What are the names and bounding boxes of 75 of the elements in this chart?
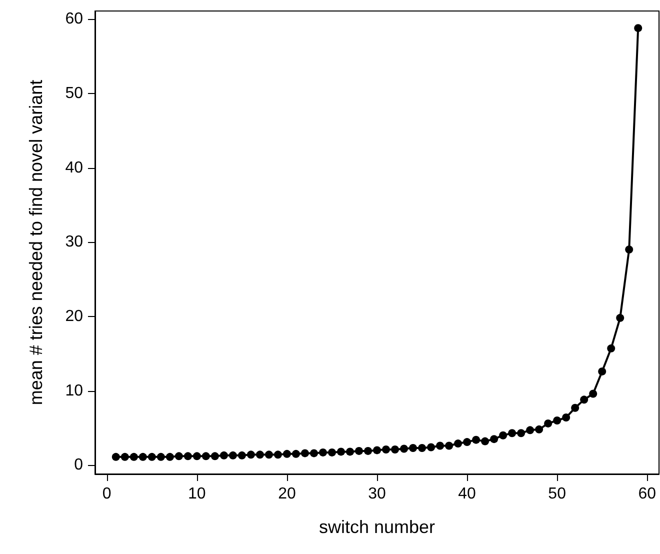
point bbox=[355, 446, 363, 455]
point bbox=[220, 451, 228, 460]
point bbox=[391, 445, 400, 454]
point bbox=[130, 452, 138, 461]
point bbox=[418, 444, 426, 452]
point bbox=[292, 450, 300, 458]
point bbox=[553, 416, 562, 424]
y-tick-label: 60 bbox=[65, 10, 84, 28]
x-tick-label: 20 bbox=[278, 486, 296, 502]
x-tick-label: 0 bbox=[102, 486, 112, 502]
y-tick-label: 40 bbox=[65, 159, 84, 176]
x-tick-label: 30 bbox=[368, 486, 386, 502]
point bbox=[436, 442, 444, 450]
x-tick-label: 50 bbox=[548, 486, 566, 502]
point bbox=[625, 246, 634, 254]
y-tick-label: 30 bbox=[65, 234, 84, 251]
y-tick-label: 10 bbox=[65, 382, 84, 400]
x-tick-label: 40 bbox=[458, 486, 476, 502]
point bbox=[517, 429, 526, 438]
point bbox=[300, 449, 309, 458]
point bbox=[328, 448, 336, 456]
point bbox=[238, 451, 246, 460]
y-tick-label: 0 bbox=[74, 456, 84, 474]
point bbox=[148, 452, 156, 461]
y-tick-label: 50 bbox=[65, 84, 84, 102]
point bbox=[571, 404, 580, 412]
point bbox=[120, 452, 129, 461]
point bbox=[490, 435, 498, 444]
point bbox=[607, 344, 616, 352]
point bbox=[445, 442, 454, 450]
y-tick-label: 20 bbox=[65, 308, 84, 325]
point bbox=[454, 440, 462, 448]
point bbox=[274, 450, 282, 459]
point bbox=[210, 452, 219, 460]
point bbox=[535, 425, 544, 434]
point bbox=[138, 452, 147, 461]
point bbox=[346, 448, 354, 456]
point bbox=[166, 452, 174, 461]
point bbox=[112, 452, 120, 461]
point bbox=[246, 450, 255, 459]
point bbox=[202, 452, 210, 460]
point bbox=[382, 445, 390, 454]
point bbox=[264, 450, 273, 459]
point bbox=[427, 443, 436, 452]
point bbox=[310, 449, 318, 458]
y-axis-title: mean # tries needed to find novel variant bbox=[26, 80, 46, 406]
point bbox=[589, 390, 598, 398]
point bbox=[472, 436, 480, 444]
point bbox=[336, 448, 345, 456]
point bbox=[616, 314, 624, 322]
point bbox=[499, 431, 508, 440]
point bbox=[174, 452, 183, 460]
point bbox=[318, 448, 327, 456]
point bbox=[526, 426, 534, 434]
x-tick-label: 60 bbox=[638, 486, 656, 502]
point bbox=[400, 444, 408, 453]
point bbox=[373, 446, 381, 454]
point bbox=[598, 367, 606, 376]
point bbox=[364, 446, 372, 455]
point bbox=[409, 444, 418, 452]
point bbox=[463, 438, 472, 446]
point bbox=[562, 414, 570, 422]
point bbox=[634, 24, 642, 32]
x-axis-title: switch number bbox=[318, 517, 436, 537]
point bbox=[256, 450, 264, 459]
point bbox=[481, 437, 490, 446]
point bbox=[544, 419, 552, 428]
point bbox=[184, 452, 192, 460]
point bbox=[156, 452, 165, 461]
point bbox=[192, 452, 201, 460]
x-tick-label: 10 bbox=[188, 486, 206, 502]
point bbox=[580, 396, 588, 404]
point bbox=[228, 451, 237, 460]
point bbox=[282, 450, 291, 458]
point bbox=[508, 429, 516, 438]
